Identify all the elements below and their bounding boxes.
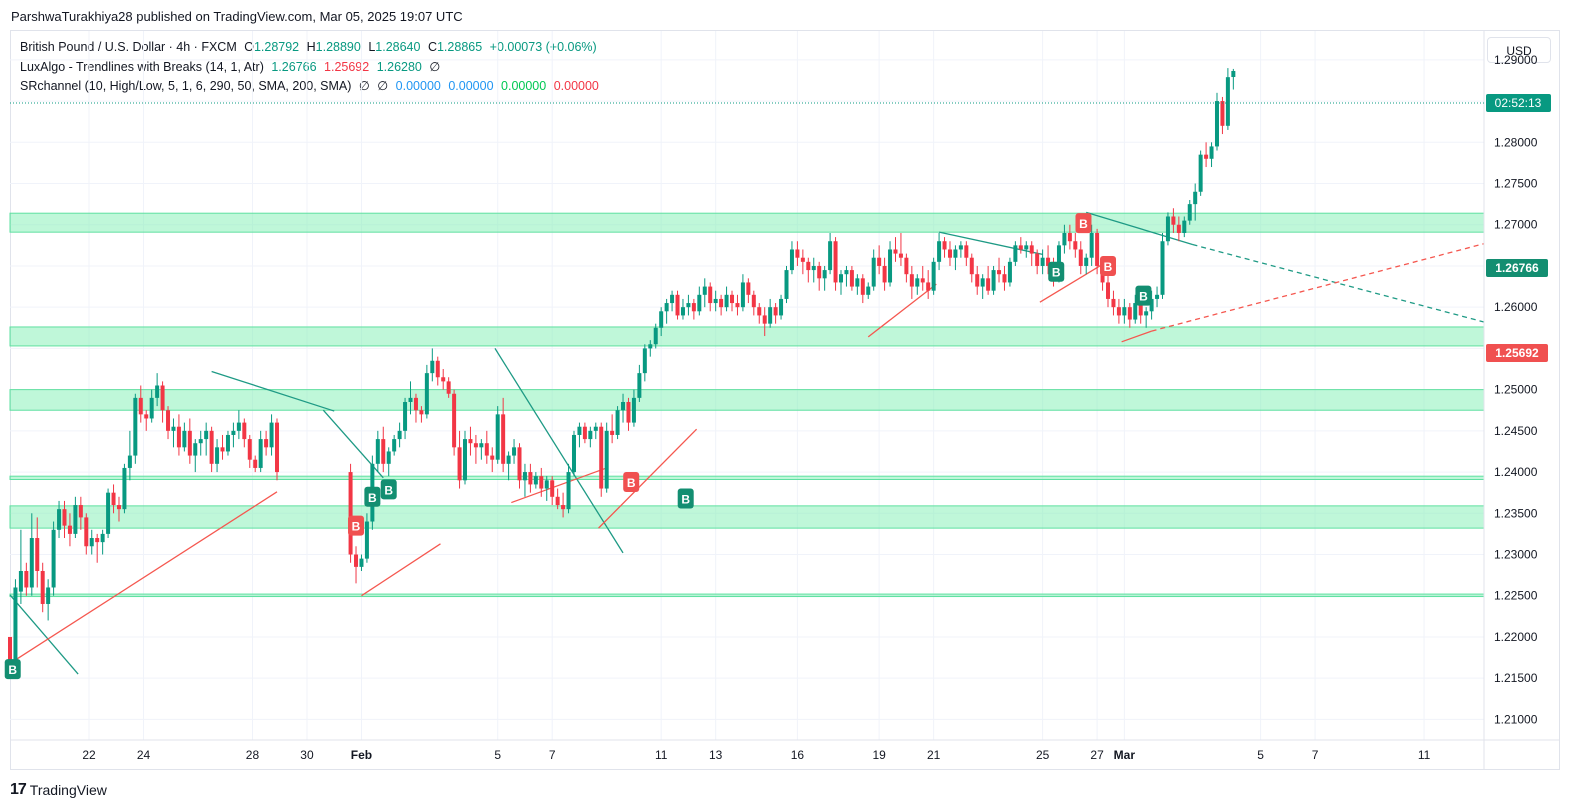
low-label: L <box>368 40 376 54</box>
open-value: 1.28792 <box>253 40 300 54</box>
symbol-legend: British Pound / U.S. Dollar · 4h · FXCM … <box>20 40 601 54</box>
srchannel-empty-symbol-2: ∅ <box>377 79 389 93</box>
srchannel-value-2: 0.00000 <box>448 79 494 93</box>
open-label: O <box>244 40 254 54</box>
close-label: C <box>427 40 437 54</box>
luxalgo-value-3: 1.26280 <box>376 60 422 74</box>
footer-brand-text[interactable]: TradingView <box>29 782 107 798</box>
luxalgo-value-1: 1.26766 <box>271 60 317 74</box>
srchannel-value-3: 0.00000 <box>501 79 547 93</box>
srchannel-value-1: 0.00000 <box>395 79 441 93</box>
close-value: 1.28865 <box>436 40 483 54</box>
luxalgo-value-2: 1.25692 <box>324 60 370 74</box>
tradingview-logo-icon: 17 <box>10 781 27 798</box>
luxalgo-title[interactable]: LuxAlgo - Trendlines with Breaks (14, 1,… <box>20 60 264 74</box>
luxalgo-legend: LuxAlgo - Trendlines with Breaks (14, 1,… <box>20 59 444 74</box>
symbol-title[interactable]: British Pound / U.S. Dollar · 4h · FXCM <box>20 40 237 54</box>
luxalgo-empty-symbol: ∅ <box>429 60 441 74</box>
srchannel-value-4: 0.00000 <box>553 79 599 93</box>
srchannel-title[interactable]: SRchannel (10, High/Low, 5, 1, 6, 290, 5… <box>20 79 352 93</box>
publish-line: ParshwaTurakhiya28 published on TradingV… <box>11 9 463 24</box>
srchannel-legend: SRchannel (10, High/Low, 5, 1, 6, 290, 5… <box>20 78 603 93</box>
currency-button[interactable]: USD <box>1487 37 1551 63</box>
high-value: 1.28890 <box>315 40 361 54</box>
footer-branding: 17 TradingView <box>10 781 107 799</box>
low-value: 1.28640 <box>375 40 421 54</box>
change-value: +0.00073 (+0.06%) <box>489 40 597 54</box>
srchannel-empty-symbol-1: ∅ <box>358 79 370 93</box>
chart-frame <box>10 30 1560 770</box>
high-label: H <box>306 40 316 54</box>
